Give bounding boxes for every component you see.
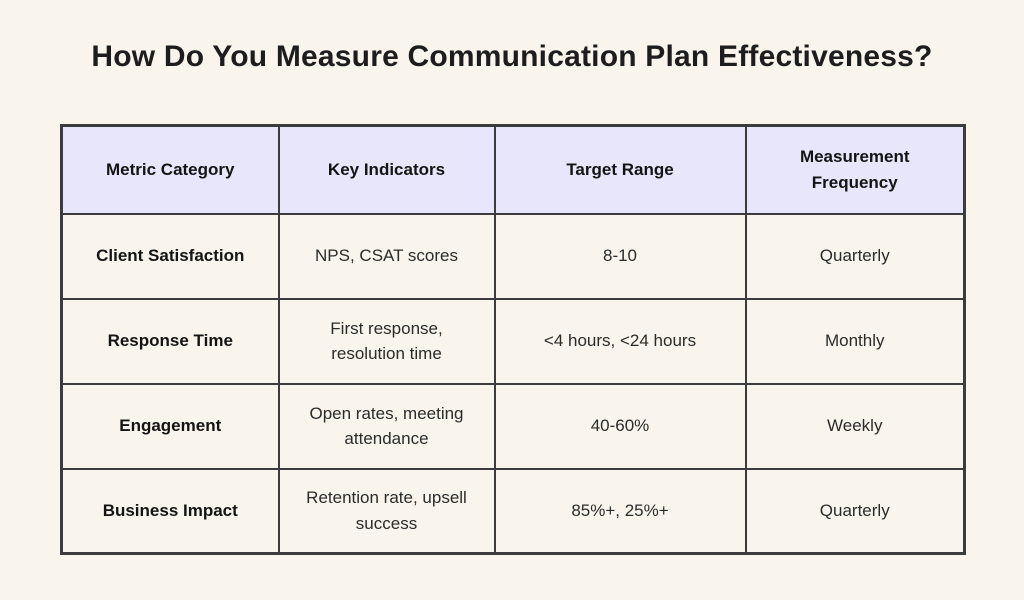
cell-target: 85%+, 25%+ xyxy=(493,467,747,555)
table-header: Metric Category Key Indicators Target Ra… xyxy=(60,124,966,215)
table-row: Engagement Open rates, meeting attendanc… xyxy=(60,382,966,470)
cell-target: 8-10 xyxy=(493,212,747,300)
column-header-metric-category: Metric Category xyxy=(60,124,280,215)
table-row: Client Satisfaction NPS, CSAT scores 8-1… xyxy=(60,212,966,300)
column-header-target-range: Target Range xyxy=(493,124,747,215)
cell-frequency: Weekly xyxy=(744,382,966,470)
cell-target: 40-60% xyxy=(493,382,747,470)
cell-target: <4 hours, <24 hours xyxy=(493,297,747,385)
cell-category: Response Time xyxy=(60,297,280,385)
cell-category: Client Satisfaction xyxy=(60,212,280,300)
cell-indicators: NPS, CSAT scores xyxy=(277,212,496,300)
metrics-table: Metric Category Key Indicators Target Ra… xyxy=(60,124,966,555)
cell-indicators: First response, resolution time xyxy=(277,297,496,385)
table-row: Business Impact Retention rate, upsell s… xyxy=(60,467,966,555)
column-header-key-indicators: Key Indicators xyxy=(277,124,496,215)
cell-frequency: Monthly xyxy=(744,297,966,385)
page-title: How Do You Measure Communication Plan Ef… xyxy=(91,40,933,73)
column-header-measurement-frequency: Measurement Frequency xyxy=(744,124,966,215)
cell-category: Business Impact xyxy=(60,467,280,555)
cell-frequency: Quarterly xyxy=(744,212,966,300)
cell-frequency: Quarterly xyxy=(744,467,966,555)
table-body: Client Satisfaction NPS, CSAT scores 8-1… xyxy=(60,212,966,555)
cell-indicators: Retention rate, upsell success xyxy=(277,467,496,555)
table-row: Response Time First response, resolution… xyxy=(60,297,966,385)
cell-category: Engagement xyxy=(60,382,280,470)
header-row: Metric Category Key Indicators Target Ra… xyxy=(60,124,966,215)
cell-indicators: Open rates, meeting attendance xyxy=(277,382,496,470)
